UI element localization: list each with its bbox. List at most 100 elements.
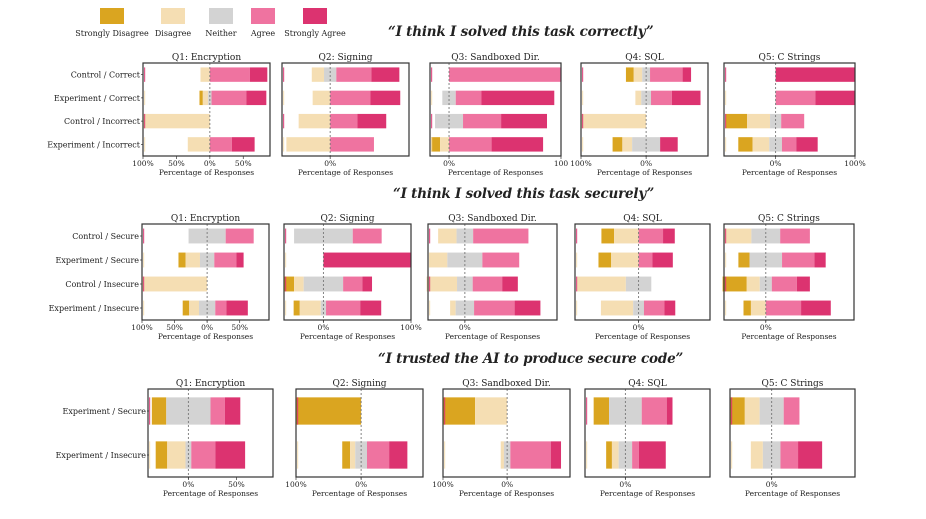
bar-segment-strongly-disagree [738, 137, 753, 152]
edge-marker [725, 228, 727, 244]
bar-segment-agree [781, 113, 805, 129]
bar-segment-strongly-disagree [151, 397, 167, 425]
bar-segment-agree [215, 300, 227, 316]
panel-q2: Q2: Signing 0% 100% Percentage of Responses [283, 214, 422, 341]
bar-segment-neither [435, 113, 464, 129]
panel-title: Q3: Sandboxed Dir. [451, 53, 540, 63]
bar-segment-disagree [298, 113, 331, 129]
x-tick-label: 100% [570, 159, 591, 168]
panel-q1: Q1: Encryption 100% 50% 0% 50%Percentage of … [131, 214, 270, 341]
bar-segment-strongly-agree [231, 137, 255, 152]
bar-segment-agree [765, 300, 802, 316]
bar-segment-strongly-agree [796, 137, 818, 152]
bar-segment-disagree [426, 276, 458, 292]
bar-segment-disagree [622, 137, 633, 152]
x-tick-label: 0% [770, 159, 782, 168]
bar-segment-strongly-agree [660, 137, 678, 152]
bar-segment-strongly-agree [502, 276, 518, 292]
bar-segment-disagree [312, 90, 331, 106]
edge-marker [576, 276, 578, 292]
legend-label: Neither [205, 29, 237, 38]
x-tick-label: 100% [132, 159, 153, 168]
bar-segment-strongly-disagree [722, 276, 747, 292]
x-tick-label: 0% [201, 323, 213, 332]
x-tick-label: 100% [285, 480, 306, 489]
bar-segment-agree [482, 252, 520, 268]
bar-segment-disagree [167, 441, 186, 469]
bar-segment-agree [352, 228, 382, 244]
panel-q5: Q5: C Strings 0% 100% Percentage of Respons… [723, 53, 866, 177]
edge-marker [725, 300, 727, 316]
x-axis-label: Percentage of Responses [298, 168, 393, 177]
x-axis-label: Percentage of Responses [163, 489, 258, 498]
panel-title: Q2: Signing [332, 379, 386, 389]
edge-marker [283, 113, 285, 129]
bar-segment-disagree [635, 90, 642, 106]
bar-segment-agree [225, 228, 254, 244]
panel-frame [141, 223, 270, 321]
bar-segment-strongly-agree [801, 300, 831, 316]
panel-frame [429, 62, 562, 157]
edge-marker [285, 252, 287, 268]
bar-segment-agree [510, 441, 551, 469]
edge-marker [731, 441, 733, 469]
bar-segment-agree [455, 90, 482, 106]
x-tick-label: 50% [166, 323, 183, 332]
bar-segment-neither [641, 90, 652, 106]
x-tick-label: 50% [228, 480, 245, 489]
section-title-trusted-ai: “I trusted the AI to produce secure code… [378, 351, 684, 367]
panel-frame [295, 388, 424, 478]
category-label: Control / Secure [72, 232, 139, 241]
x-tick-label: 100% [400, 323, 421, 332]
bar-segment-agree [783, 397, 800, 425]
bar-segment-disagree [311, 67, 325, 82]
bar-segment-strongly-agree [357, 113, 387, 129]
panel-q2: Q2: Signing 100% 0%Percentage of Responses [285, 379, 424, 498]
edge-marker [725, 67, 727, 82]
category-label: Experiment / Correct [54, 94, 141, 103]
bar-segment-agree [780, 441, 799, 469]
legend-item-disagree: Disagree [146, 8, 200, 38]
panel-title: Q4: SQL [623, 214, 662, 224]
panel-q4: Q4: SQL 100% 0%Percentage of Responses [570, 53, 709, 177]
category-label: Experiment / Secure [56, 256, 140, 265]
panel-title: Q1: Encryption [172, 53, 241, 63]
bar-segment-strongly-agree [481, 90, 555, 106]
x-axis-label: Percentage of Responses [448, 168, 543, 177]
edge-marker [144, 67, 146, 82]
x-axis-label: Percentage of Responses [158, 332, 253, 341]
section-0: Control / Correct Experiment / Correct Con… [47, 53, 865, 177]
bar-segment-disagree [440, 137, 450, 152]
bar-segment-agree [474, 300, 515, 316]
panel-frame [723, 223, 855, 321]
x-axis-label: Percentage of Responses [597, 168, 692, 177]
section-1: Control / Secure Experiment / Secure Contr… [49, 214, 855, 341]
bar-segment-disagree [614, 228, 639, 244]
bar-segment-agree [210, 397, 225, 425]
legend-swatch [303, 8, 327, 24]
bar-segment-strongly-agree [814, 252, 826, 268]
bar-segment-disagree [581, 113, 647, 129]
legend-label: Strongly Disagree [75, 29, 149, 38]
bar-segment-strongly-agree [371, 67, 400, 82]
x-tick-label: 100 [554, 159, 569, 168]
edge-marker [431, 113, 433, 129]
panel-q2: Q2: Signing 0%Percentage of Responses [281, 53, 410, 177]
x-axis-label: Percentage of Responses [300, 332, 395, 341]
edge-marker [576, 228, 578, 244]
bar-segment-neither [324, 67, 337, 82]
bar-segment-disagree [500, 441, 504, 469]
panel-frame [283, 223, 412, 321]
panel-q4: Q4: SQL 0%Percentage of Responses [574, 214, 711, 341]
bar-segment-strongly-disagree [293, 300, 300, 316]
panel-frame [574, 223, 711, 321]
panel-frame [147, 388, 274, 478]
section-title-securely: “I think I solved this task securely” [393, 186, 655, 202]
bar-segment-strongly-agree [682, 67, 692, 82]
panel-title: Q5: C Strings [762, 379, 824, 389]
bar-segment-strongly-agree [815, 90, 855, 106]
category-label: Control / Correct [71, 71, 141, 80]
bar-segment-agree [191, 441, 216, 469]
panel-title: Q5: C Strings [759, 53, 821, 63]
bar-segment-agree [330, 137, 374, 152]
